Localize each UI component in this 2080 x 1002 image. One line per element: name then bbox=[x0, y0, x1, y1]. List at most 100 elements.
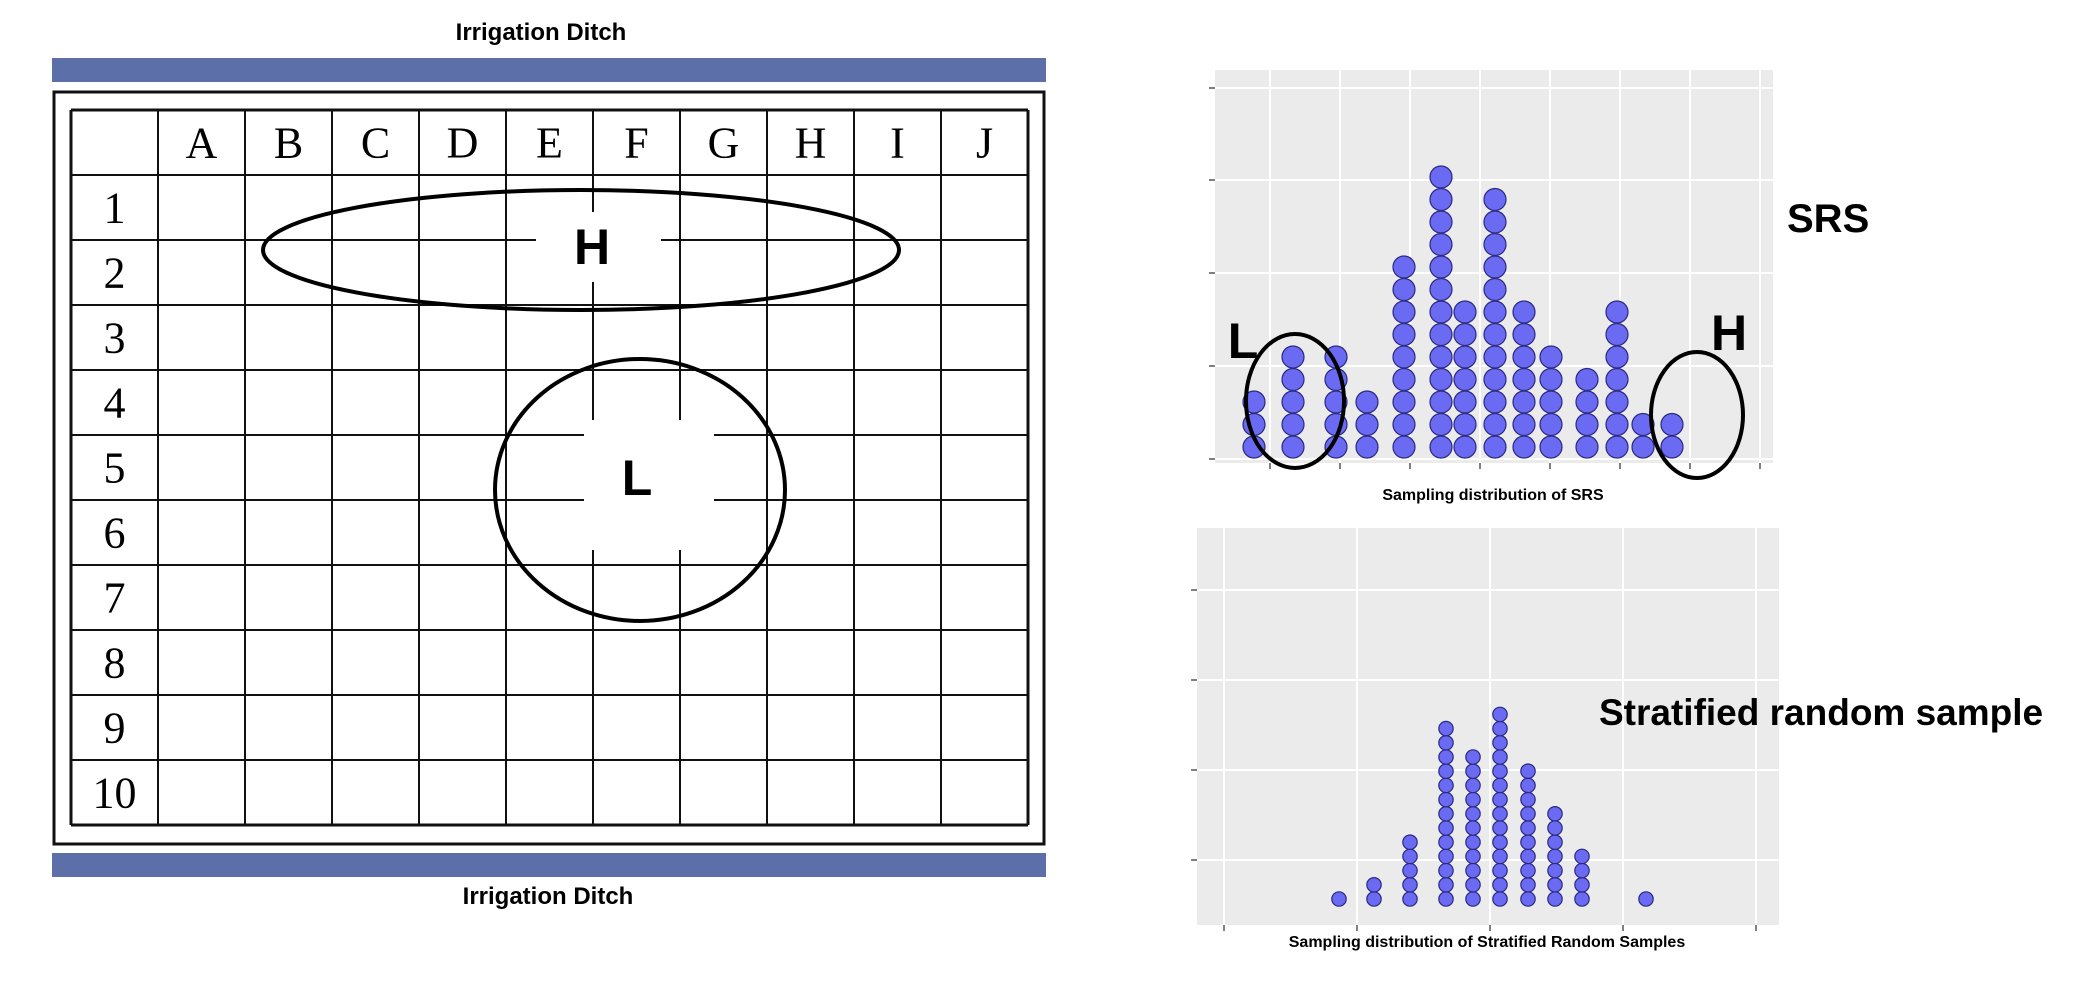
dot bbox=[1355, 412, 1379, 437]
dot bbox=[1547, 820, 1563, 836]
dot bbox=[1574, 848, 1590, 865]
dot bbox=[1605, 367, 1629, 392]
dot bbox=[1392, 435, 1416, 459]
dot bbox=[1575, 435, 1599, 459]
dot bbox=[1492, 820, 1508, 836]
dot bbox=[1483, 390, 1507, 414]
field-outer-border bbox=[52, 90, 1046, 846]
dot bbox=[1453, 322, 1477, 347]
dot bbox=[1453, 367, 1477, 392]
column-label: G bbox=[708, 119, 740, 168]
srs-high-ellipse bbox=[1649, 350, 1745, 480]
dot bbox=[1547, 834, 1563, 850]
dot bbox=[1631, 435, 1655, 459]
dot bbox=[1438, 805, 1454, 822]
dot bbox=[1429, 187, 1453, 212]
row-label: 7 bbox=[104, 574, 126, 623]
dot bbox=[1483, 277, 1507, 302]
dot bbox=[1605, 390, 1629, 414]
dot bbox=[1281, 367, 1305, 392]
stratified-dots bbox=[1331, 706, 1654, 907]
dot bbox=[1512, 435, 1536, 459]
dot bbox=[1429, 255, 1453, 279]
dot bbox=[1438, 862, 1454, 879]
dot bbox=[1429, 390, 1453, 414]
dot bbox=[1483, 255, 1507, 279]
column-label: C bbox=[361, 119, 390, 168]
stratified-title: Stratified random sample bbox=[1599, 692, 2043, 733]
dot bbox=[1453, 412, 1477, 437]
stratified-plot-panel bbox=[1197, 528, 1779, 925]
row-label: 9 bbox=[104, 704, 126, 753]
dot bbox=[1429, 210, 1453, 234]
dot bbox=[1438, 791, 1454, 808]
dot bbox=[1492, 805, 1508, 822]
dot bbox=[1483, 210, 1507, 234]
column-label: F bbox=[624, 119, 648, 168]
dot bbox=[1605, 435, 1629, 459]
dot bbox=[1483, 300, 1507, 324]
column-label: I bbox=[890, 119, 905, 168]
dot bbox=[1512, 300, 1536, 324]
dot bbox=[1281, 390, 1305, 414]
srs-dots bbox=[1242, 165, 1684, 459]
dot bbox=[1392, 277, 1416, 302]
dot bbox=[1539, 412, 1563, 437]
field-grid: A B C D E F G H I J 1 2 3 4 5 6 7 8 9 10 bbox=[69, 108, 1030, 827]
dot bbox=[1492, 791, 1508, 808]
dot bbox=[1402, 876, 1418, 893]
dot bbox=[1331, 891, 1347, 907]
dot bbox=[1429, 232, 1453, 257]
dot bbox=[1492, 720, 1508, 737]
dot bbox=[1492, 891, 1508, 907]
dot bbox=[1429, 165, 1453, 189]
dot bbox=[1520, 891, 1536, 907]
dot bbox=[1429, 277, 1453, 302]
bottom-ditch-label: Irrigation Ditch bbox=[463, 883, 634, 910]
dot bbox=[1355, 390, 1379, 414]
dot bbox=[1465, 891, 1481, 907]
dot bbox=[1512, 412, 1536, 437]
high-stratum-label: H bbox=[574, 219, 610, 275]
dot bbox=[1520, 777, 1536, 794]
dot bbox=[1392, 390, 1416, 414]
dot bbox=[1483, 187, 1507, 212]
dot bbox=[1605, 300, 1629, 324]
row-label: 4 bbox=[104, 379, 126, 428]
column-label: H bbox=[795, 119, 827, 168]
dot bbox=[1355, 435, 1379, 459]
dot bbox=[1465, 805, 1481, 822]
dot bbox=[1492, 763, 1508, 779]
dot bbox=[1438, 876, 1454, 893]
dot bbox=[1392, 367, 1416, 392]
dot bbox=[1438, 891, 1454, 907]
column-label: J bbox=[976, 119, 993, 168]
dot bbox=[1281, 412, 1305, 437]
dot bbox=[1438, 763, 1454, 779]
dot bbox=[1402, 834, 1418, 850]
srs-high-marker: H bbox=[1711, 305, 1747, 361]
dot bbox=[1438, 720, 1454, 737]
dot bbox=[1438, 749, 1454, 765]
dot bbox=[1547, 891, 1563, 907]
srs-low-marker: L bbox=[1228, 313, 1259, 369]
top-irrigation-ditch bbox=[52, 58, 1046, 82]
bottom-irrigation-ditch bbox=[52, 853, 1046, 877]
dot bbox=[1438, 848, 1454, 865]
dot bbox=[1492, 749, 1508, 765]
dot bbox=[1605, 345, 1629, 369]
dot bbox=[1512, 367, 1536, 392]
dot bbox=[1429, 322, 1453, 347]
dot bbox=[1512, 322, 1536, 347]
dot bbox=[1575, 390, 1599, 414]
dot bbox=[1539, 367, 1563, 392]
dot bbox=[1547, 805, 1563, 822]
dot bbox=[1453, 300, 1477, 324]
dot bbox=[1392, 412, 1416, 437]
stratified-axis-ticks bbox=[1191, 589, 1757, 931]
dot bbox=[1520, 791, 1536, 808]
dot bbox=[1429, 412, 1453, 437]
dot bbox=[1492, 734, 1508, 751]
dot bbox=[1547, 848, 1563, 865]
